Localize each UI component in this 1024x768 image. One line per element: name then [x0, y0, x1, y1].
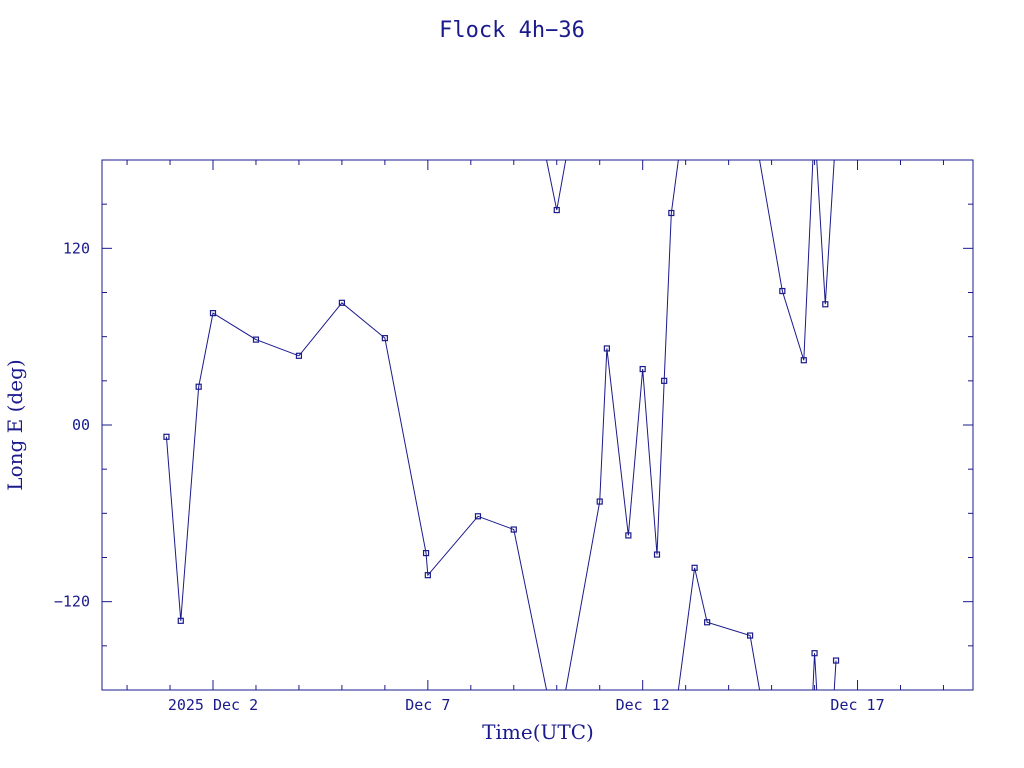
- axis-ticks: [102, 160, 973, 690]
- data-point: [691, 564, 698, 571]
- data-point: [553, 206, 560, 214]
- data-point: [209, 310, 217, 317]
- axis-tick-labels: 2025 Dec 2 Dec 7 Dec 12 Dec 17 120 00 −120: [54, 239, 885, 714]
- data-point: [661, 377, 668, 384]
- x-tick-label: Dec 17: [830, 696, 884, 714]
- plot-frame: [101, 159, 974, 691]
- series-group: [163, 160, 840, 690]
- x-axis-label: Time(UTC): [482, 720, 594, 744]
- data-point: [747, 632, 754, 639]
- data-point: [625, 532, 632, 539]
- y-tick-label: −120: [54, 593, 90, 611]
- data-point: [424, 572, 431, 579]
- data-point: [639, 365, 646, 373]
- data-point: [653, 551, 661, 558]
- data-point: [704, 619, 711, 626]
- data-point: [177, 617, 184, 624]
- chart-title: Flock 4h−36: [439, 18, 585, 43]
- x-tick-label: Dec 12: [616, 696, 670, 714]
- x-tick-label: Dec 7: [405, 696, 450, 714]
- data-point: [596, 498, 603, 505]
- data-point: [474, 513, 482, 520]
- data-point: [163, 433, 170, 440]
- data-point: [800, 357, 807, 364]
- series-line: [165, 160, 837, 690]
- data-point: [603, 345, 610, 352]
- data-point: [338, 299, 346, 306]
- data-point: [195, 383, 202, 390]
- data-point: [422, 549, 430, 557]
- data-point: [510, 526, 517, 533]
- x-tick-label: 2025 Dec 2: [168, 696, 258, 714]
- y-tick-label: 120: [63, 239, 90, 257]
- data-point: [295, 352, 303, 359]
- data-point: [668, 209, 675, 217]
- data-point: [832, 657, 840, 664]
- data-point: [779, 287, 786, 295]
- data-point: [822, 301, 829, 308]
- data-point: [811, 650, 818, 657]
- data-point: [381, 335, 388, 342]
- data-point: [252, 336, 260, 343]
- y-axis-label: Long E (deg): [3, 359, 27, 490]
- y-tick-label: 00: [72, 416, 90, 434]
